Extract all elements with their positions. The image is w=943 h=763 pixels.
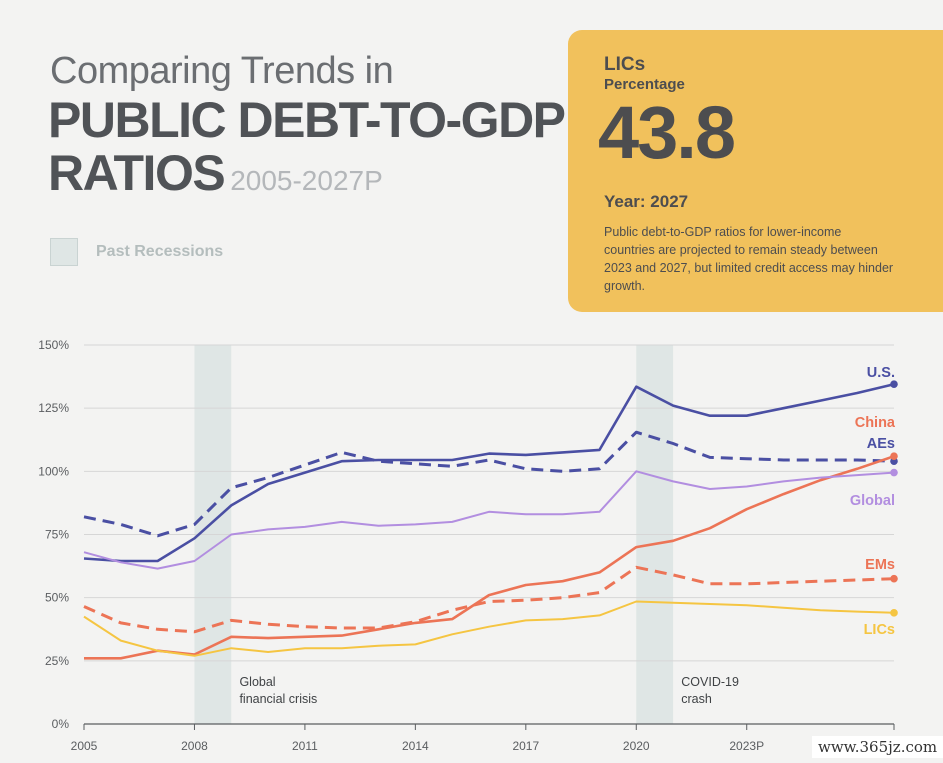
y-tick-label: 100% [38,464,69,478]
series-label: Global [850,493,895,509]
series-end-point [890,452,898,460]
series-line [83,430,895,538]
recession-legend-label: Past Recessions [96,243,224,260]
series-label: China [855,415,896,431]
x-tick-label: 2005 [71,739,98,753]
x-tick-label: 2008 [181,739,208,753]
title-years: 2005-2027P [230,165,383,196]
recession-legend: Past Recessions [50,238,223,266]
title-line-2: PUBLIC DEBT-TO-GDP [48,92,566,148]
series-line [83,382,895,563]
recession-label: Global [239,675,275,689]
series-line [83,470,895,570]
series-line [84,454,895,660]
card-subtitle: Percentage [604,76,685,93]
series-label: U.S. [867,365,895,381]
y-tick-label: 125% [38,401,69,415]
y-tick-label: 50% [45,591,69,605]
y-tick-label: 75% [45,528,69,542]
title-line-3: RATIOS 2005-2027P [48,145,383,209]
recession-label: COVID-19 [681,675,739,689]
series-label: AEs [867,436,895,452]
series-line [83,600,895,657]
card-title: LICs [604,54,646,75]
y-tick-label: 150% [38,338,69,352]
series-line [83,565,895,634]
watermark: www.365jz.com [812,736,943,758]
x-tick-label: 2017 [512,739,539,753]
card-description: Public debt-to-GDP ratios for lower-inco… [604,225,894,293]
highlight-card: LICs Percentage 43.8 Year: 2027 Public d… [568,30,943,312]
series-end-point [890,574,898,583]
series-end-point [890,609,898,617]
x-tick-label: 2011 [292,739,318,753]
series-label: EMs [865,557,895,573]
y-tick-label: 0% [52,717,70,731]
x-tick-label: 2020 [623,739,650,753]
recession-swatch [50,238,78,266]
title-line-1: Comparing Trends in [50,50,394,92]
series-end-point [890,380,898,388]
title-ratios: RATIOS [48,145,226,201]
y-tick-label: 25% [45,654,69,668]
series-label: LICs [864,622,895,638]
x-tick-label: 2023P [729,739,764,753]
card-value: 43.8 [598,91,736,174]
recession-label: financial crisis [239,692,317,706]
card-year: Year: 2027 [604,192,689,211]
recession-label: crash [681,692,712,706]
x-tick-label: 2014 [402,739,429,753]
series-end-point [890,468,898,477]
